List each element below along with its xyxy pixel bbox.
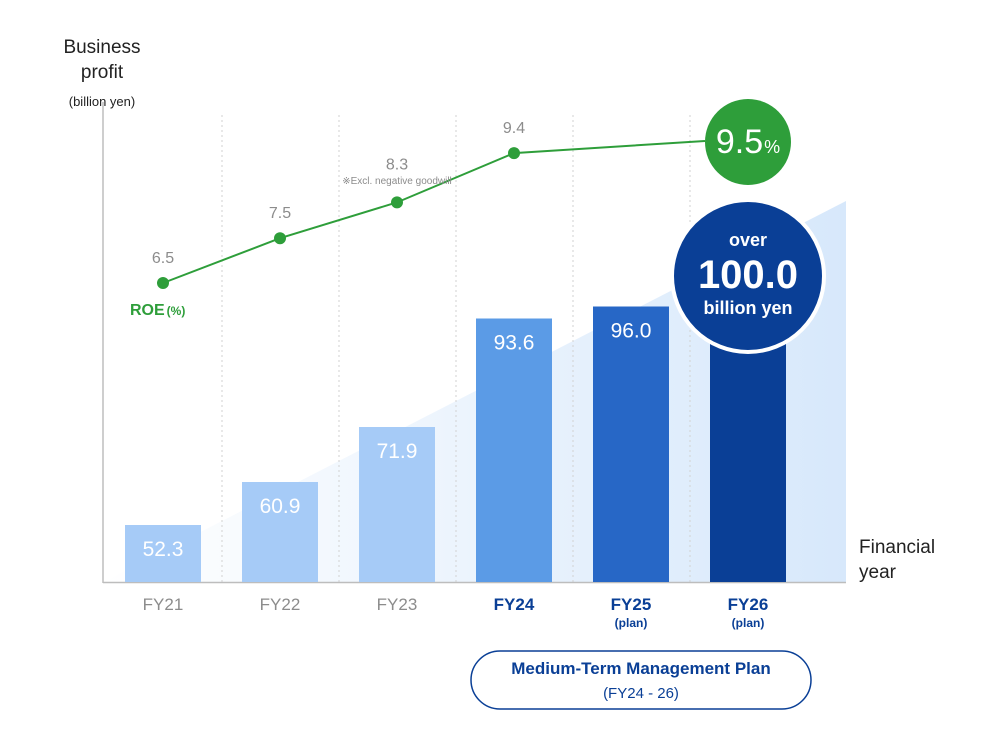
roe-point: [508, 147, 520, 160]
target-profit-value: 100.0: [698, 253, 798, 297]
x-axis-title-line2: year: [859, 562, 897, 583]
roe-line: [162, 140, 706, 284]
roe-point: [157, 277, 169, 289]
target-profit-circle: [670, 198, 826, 354]
x-tick-label: FY24: [494, 595, 535, 614]
roe-value-label: 6.5: [152, 250, 174, 267]
bar-value-label: 60.9: [260, 495, 301, 518]
x-axis-title-line1: Financial: [859, 537, 935, 558]
x-tick-label: FY23: [377, 595, 418, 614]
roe-value-label: 8.3: [386, 156, 408, 173]
roe-series-label: ROE (%): [130, 302, 185, 319]
roe-value-label: 7.5: [269, 205, 291, 222]
roe-value-label: 9.4: [503, 120, 525, 137]
y-axis-title-line2: profit: [81, 62, 124, 83]
roe-point: [274, 232, 286, 245]
x-tick-label: FY26: [728, 595, 769, 614]
plan-box: [470, 650, 812, 710]
x-tick-sublabel: (plan): [732, 616, 765, 630]
bar-fy24: [476, 318, 552, 582]
x-tick-label: FY21: [143, 595, 184, 614]
x-tick-label: FY22: [260, 595, 301, 614]
bar-fy26: [710, 330, 786, 582]
bar-fy21: [125, 525, 201, 582]
bar-fy23: [359, 427, 435, 582]
bar-value-label: 52.3: [143, 538, 184, 561]
target-roe-circle: [705, 99, 791, 185]
x-tick-sublabel: (plan): [615, 616, 648, 630]
target-roe-label: 9.5%: [716, 123, 780, 161]
bar-fy25: [593, 306, 669, 582]
plan-box-period: (FY24 - 26): [603, 685, 679, 702]
bar-value-label: 71.9: [377, 440, 418, 463]
roe-point: [391, 196, 403, 209]
bar-value-label: 93.6: [494, 332, 535, 355]
bar-fy22: [242, 482, 318, 582]
x-tick-label: FY25: [611, 595, 652, 614]
target-profit-over: over: [729, 230, 767, 250]
plan-box-title: Medium-Term Management Plan: [511, 659, 770, 678]
y-axis-title-line1: Business: [63, 37, 140, 58]
y-axis-unit: (billion yen): [69, 94, 135, 109]
target-profit-unit: billion yen: [703, 298, 792, 318]
bar-value-label: 96.0: [611, 320, 652, 343]
fy23-footnote: ※Excl. negative goodwill: [342, 176, 452, 187]
